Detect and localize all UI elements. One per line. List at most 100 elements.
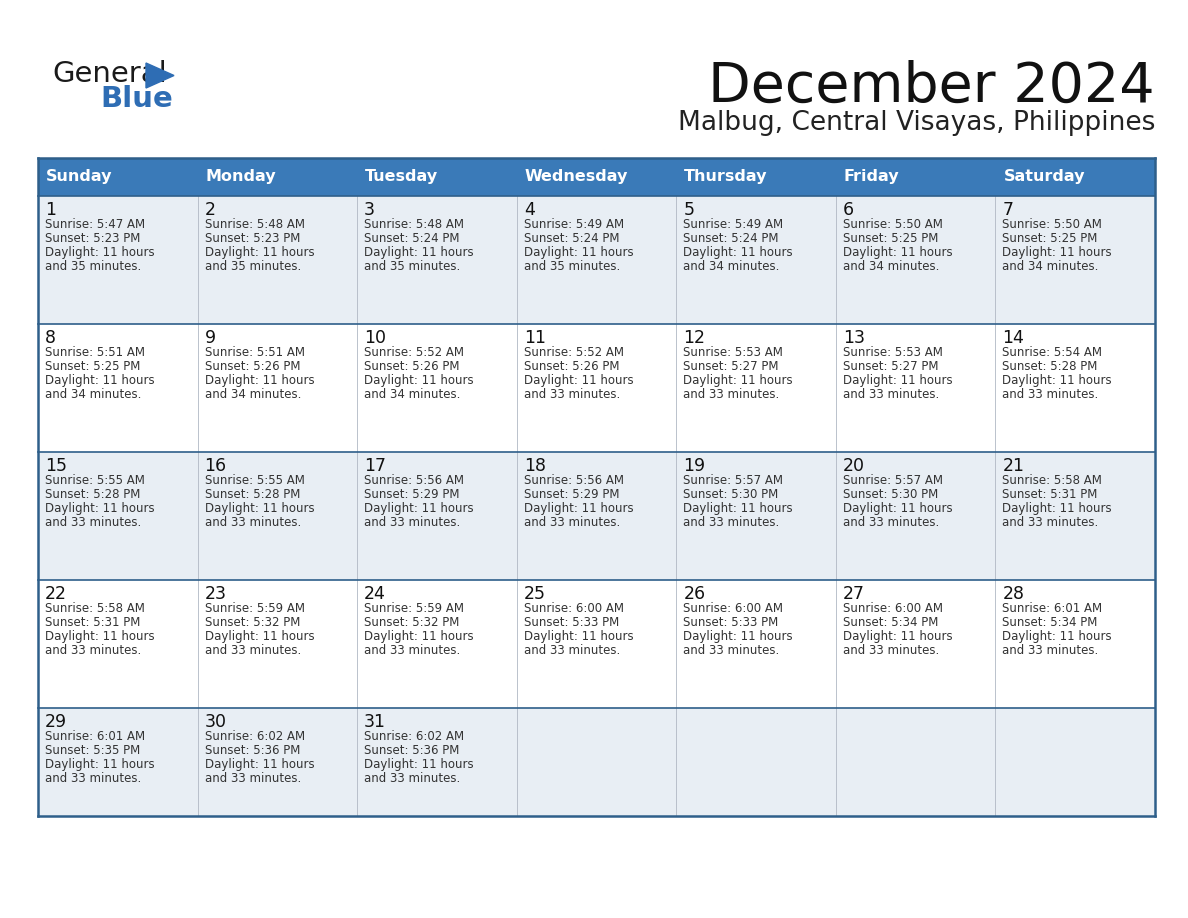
Text: Sunrise: 5:55 AM: Sunrise: 5:55 AM xyxy=(45,474,145,487)
Text: Daylight: 11 hours: Daylight: 11 hours xyxy=(683,502,792,515)
Text: Sunset: 5:30 PM: Sunset: 5:30 PM xyxy=(683,488,778,501)
Text: 18: 18 xyxy=(524,457,545,475)
Bar xyxy=(38,580,1155,708)
Text: 30: 30 xyxy=(204,713,227,731)
Text: Blue: Blue xyxy=(100,85,172,113)
Text: Thursday: Thursday xyxy=(684,170,767,185)
Text: Sunset: 5:25 PM: Sunset: 5:25 PM xyxy=(842,232,939,245)
Text: Daylight: 11 hours: Daylight: 11 hours xyxy=(365,374,474,387)
Text: and 33 minutes.: and 33 minutes. xyxy=(683,644,779,657)
Text: Sunset: 5:31 PM: Sunset: 5:31 PM xyxy=(45,616,140,629)
Text: and 33 minutes.: and 33 minutes. xyxy=(1003,516,1099,529)
Text: Daylight: 11 hours: Daylight: 11 hours xyxy=(1003,502,1112,515)
Text: Daylight: 11 hours: Daylight: 11 hours xyxy=(1003,246,1112,259)
Text: Daylight: 11 hours: Daylight: 11 hours xyxy=(524,630,633,643)
Text: Sunrise: 5:50 AM: Sunrise: 5:50 AM xyxy=(1003,218,1102,231)
Text: 4: 4 xyxy=(524,201,535,219)
Text: 22: 22 xyxy=(45,585,67,603)
Text: 17: 17 xyxy=(365,457,386,475)
Text: Monday: Monday xyxy=(206,170,276,185)
Text: 7: 7 xyxy=(1003,201,1013,219)
Text: Sunset: 5:28 PM: Sunset: 5:28 PM xyxy=(1003,360,1098,373)
Text: Daylight: 11 hours: Daylight: 11 hours xyxy=(524,502,633,515)
Bar xyxy=(38,708,1155,816)
Text: 6: 6 xyxy=(842,201,854,219)
Text: Daylight: 11 hours: Daylight: 11 hours xyxy=(842,374,953,387)
Text: and 34 minutes.: and 34 minutes. xyxy=(45,388,141,401)
Text: Sunset: 5:27 PM: Sunset: 5:27 PM xyxy=(683,360,779,373)
Text: Daylight: 11 hours: Daylight: 11 hours xyxy=(204,374,314,387)
Text: 13: 13 xyxy=(842,329,865,347)
Text: Sunset: 5:33 PM: Sunset: 5:33 PM xyxy=(683,616,778,629)
Text: Daylight: 11 hours: Daylight: 11 hours xyxy=(204,630,314,643)
Text: 9: 9 xyxy=(204,329,216,347)
Text: and 35 minutes.: and 35 minutes. xyxy=(524,260,620,273)
Text: Sunrise: 5:58 AM: Sunrise: 5:58 AM xyxy=(1003,474,1102,487)
Text: 28: 28 xyxy=(1003,585,1024,603)
Text: Sunrise: 6:01 AM: Sunrise: 6:01 AM xyxy=(1003,602,1102,615)
Text: and 33 minutes.: and 33 minutes. xyxy=(204,644,301,657)
Text: Daylight: 11 hours: Daylight: 11 hours xyxy=(204,246,314,259)
Text: 19: 19 xyxy=(683,457,706,475)
Text: and 34 minutes.: and 34 minutes. xyxy=(1003,260,1099,273)
Text: and 34 minutes.: and 34 minutes. xyxy=(365,388,461,401)
Text: Sunrise: 5:48 AM: Sunrise: 5:48 AM xyxy=(204,218,304,231)
Text: and 33 minutes.: and 33 minutes. xyxy=(1003,644,1099,657)
Text: Sunset: 5:28 PM: Sunset: 5:28 PM xyxy=(45,488,140,501)
Text: 11: 11 xyxy=(524,329,545,347)
Text: 3: 3 xyxy=(365,201,375,219)
Text: and 35 minutes.: and 35 minutes. xyxy=(204,260,301,273)
Text: 5: 5 xyxy=(683,201,694,219)
Text: Sunset: 5:27 PM: Sunset: 5:27 PM xyxy=(842,360,939,373)
Bar xyxy=(38,452,1155,580)
Text: Sunrise: 5:59 AM: Sunrise: 5:59 AM xyxy=(365,602,465,615)
Text: and 34 minutes.: and 34 minutes. xyxy=(842,260,940,273)
Text: Daylight: 11 hours: Daylight: 11 hours xyxy=(842,246,953,259)
Text: and 35 minutes.: and 35 minutes. xyxy=(365,260,461,273)
Text: 15: 15 xyxy=(45,457,67,475)
Text: Sunset: 5:25 PM: Sunset: 5:25 PM xyxy=(45,360,140,373)
Text: and 33 minutes.: and 33 minutes. xyxy=(842,388,939,401)
Text: Sunset: 5:29 PM: Sunset: 5:29 PM xyxy=(524,488,619,501)
Text: Sunrise: 5:47 AM: Sunrise: 5:47 AM xyxy=(45,218,145,231)
Text: Sunset: 5:23 PM: Sunset: 5:23 PM xyxy=(45,232,140,245)
Text: Tuesday: Tuesday xyxy=(365,170,438,185)
Text: Sunrise: 5:52 AM: Sunrise: 5:52 AM xyxy=(524,346,624,359)
Text: Sunrise: 5:49 AM: Sunrise: 5:49 AM xyxy=(683,218,783,231)
Text: and 33 minutes.: and 33 minutes. xyxy=(45,516,141,529)
Text: Sunrise: 5:55 AM: Sunrise: 5:55 AM xyxy=(204,474,304,487)
Text: and 33 minutes.: and 33 minutes. xyxy=(524,644,620,657)
Text: Daylight: 11 hours: Daylight: 11 hours xyxy=(842,630,953,643)
Text: Sunday: Sunday xyxy=(46,170,113,185)
Text: 26: 26 xyxy=(683,585,706,603)
Text: Daylight: 11 hours: Daylight: 11 hours xyxy=(365,630,474,643)
Text: Saturday: Saturday xyxy=(1004,170,1085,185)
Text: Sunrise: 6:00 AM: Sunrise: 6:00 AM xyxy=(524,602,624,615)
Text: Sunset: 5:36 PM: Sunset: 5:36 PM xyxy=(204,744,299,757)
Text: Sunrise: 5:53 AM: Sunrise: 5:53 AM xyxy=(842,346,943,359)
Text: Sunrise: 5:56 AM: Sunrise: 5:56 AM xyxy=(365,474,465,487)
Text: and 33 minutes.: and 33 minutes. xyxy=(365,772,461,785)
Text: Daylight: 11 hours: Daylight: 11 hours xyxy=(204,502,314,515)
Text: and 33 minutes.: and 33 minutes. xyxy=(45,772,141,785)
Text: Daylight: 11 hours: Daylight: 11 hours xyxy=(842,502,953,515)
Text: Daylight: 11 hours: Daylight: 11 hours xyxy=(45,246,154,259)
Text: 27: 27 xyxy=(842,585,865,603)
Text: and 33 minutes.: and 33 minutes. xyxy=(204,516,301,529)
Text: Sunrise: 6:02 AM: Sunrise: 6:02 AM xyxy=(204,730,304,743)
Text: Sunset: 5:25 PM: Sunset: 5:25 PM xyxy=(1003,232,1098,245)
Text: Sunrise: 5:52 AM: Sunrise: 5:52 AM xyxy=(365,346,465,359)
Text: and 34 minutes.: and 34 minutes. xyxy=(683,260,779,273)
Text: Daylight: 11 hours: Daylight: 11 hours xyxy=(365,758,474,771)
Text: Sunrise: 5:57 AM: Sunrise: 5:57 AM xyxy=(683,474,783,487)
Text: Sunset: 5:23 PM: Sunset: 5:23 PM xyxy=(204,232,299,245)
Text: Sunset: 5:29 PM: Sunset: 5:29 PM xyxy=(365,488,460,501)
Text: Daylight: 11 hours: Daylight: 11 hours xyxy=(45,374,154,387)
Text: and 33 minutes.: and 33 minutes. xyxy=(365,516,461,529)
Text: 25: 25 xyxy=(524,585,545,603)
Text: Sunset: 5:30 PM: Sunset: 5:30 PM xyxy=(842,488,939,501)
Text: 24: 24 xyxy=(365,585,386,603)
Text: Friday: Friday xyxy=(843,170,899,185)
Text: Sunrise: 6:02 AM: Sunrise: 6:02 AM xyxy=(365,730,465,743)
Text: Sunset: 5:26 PM: Sunset: 5:26 PM xyxy=(524,360,619,373)
